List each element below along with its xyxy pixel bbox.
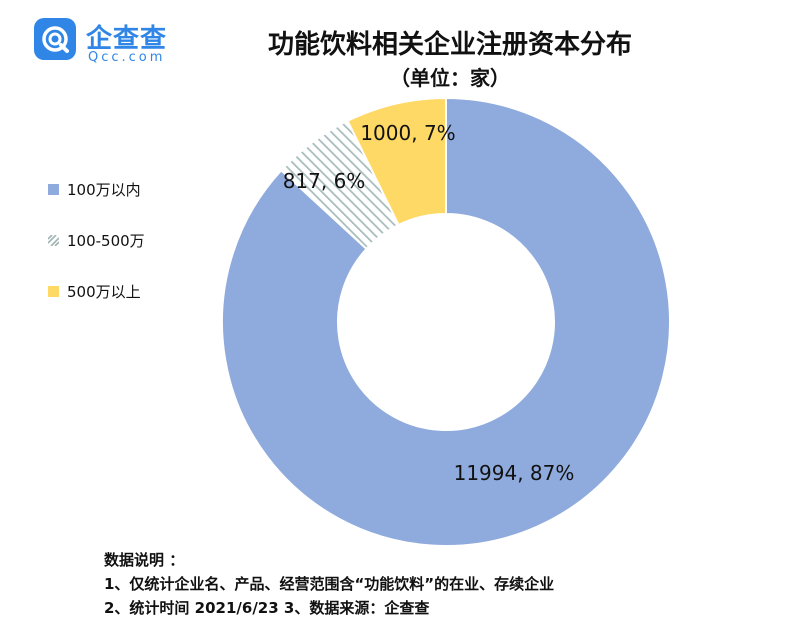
legend-label: 500万以上 (67, 282, 141, 301)
logo-text-en: Qcc.com (88, 50, 166, 65)
legend-label: 100-500万 (67, 231, 145, 250)
pie-slice (346, 96, 447, 227)
legend-item: 100万以内 (48, 178, 145, 200)
company-logo: 企查查 Qcc.com (34, 18, 184, 70)
qcc-logo-icon (34, 18, 76, 60)
legend-swatch-solid (48, 285, 59, 297)
data-notes: 数据说明 ： 1、仅统计企业名、产品、经营范围含“功能饮料”的在业、存续企业 2… (104, 548, 554, 620)
chart-title: 功能饮料相关企业注册资本分布 (267, 30, 632, 60)
data-label: 11994, 87% (454, 461, 575, 485)
legend-swatch-solid (48, 183, 59, 195)
chart-subtitle: （单位：家） (390, 66, 510, 90)
pie-slice (221, 96, 671, 547)
chart-legend: 100万以内 100-500万 500万以上 (48, 178, 145, 331)
legend-label: 100万以内 (67, 180, 141, 199)
data-label: 817, 6% (283, 169, 366, 193)
logo-text-cn: 企查查 (86, 24, 168, 54)
notes-line: 1、仅统计企业名、产品、经营范围含“功能饮料”的在业、存续企业 (104, 575, 555, 593)
legend-item: 100-500万 (48, 229, 145, 251)
notes-line: 2、统计时间 2021/6/23 3、数据来源：企查查 (104, 599, 430, 617)
notes-heading: 数据说明 ： (104, 551, 185, 569)
legend-swatch-hatched (48, 234, 59, 246)
legend-item: 500万以上 (48, 280, 145, 302)
data-label: 1000, 7% (360, 121, 455, 145)
